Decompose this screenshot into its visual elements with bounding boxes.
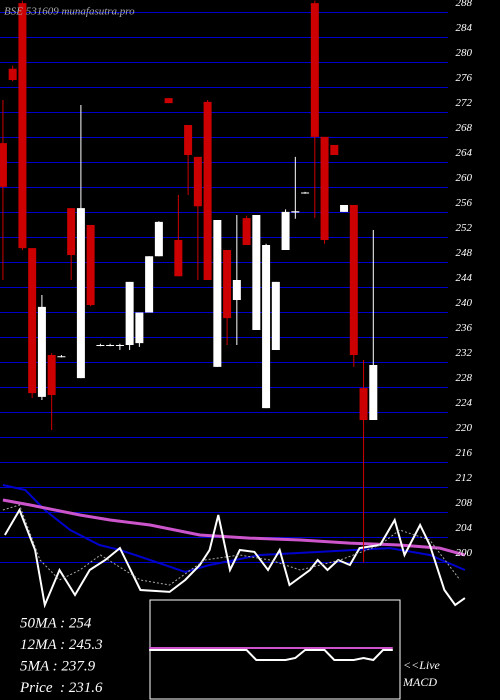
y-tick-label: 208 [456, 497, 473, 509]
candle-body [340, 205, 349, 212]
y-tick-label: 264 [456, 147, 473, 159]
indicator-line [2, 498, 466, 557]
candle-body [37, 306, 46, 397]
candle-body [310, 3, 319, 137]
y-tick-label: 248 [456, 247, 473, 259]
candle-body [0, 143, 7, 187]
candle-body [96, 345, 105, 346]
candle-body [320, 136, 329, 240]
candle-body [291, 211, 300, 213]
y-tick-label: 220 [456, 422, 473, 434]
stat-label: 50MA : 254 [20, 615, 92, 631]
candle-body [242, 218, 251, 245]
candle-body [281, 211, 290, 250]
y-tick-label: 288 [456, 0, 473, 9]
y-tick-label: 216 [456, 447, 473, 459]
y-tick-label: 240 [456, 297, 473, 309]
y-tick-label: 280 [456, 47, 473, 59]
y-tick-label: 252 [456, 222, 473, 234]
y-tick-label: 260 [456, 172, 473, 184]
indicator-line [2, 484, 466, 573]
candle-body [184, 125, 193, 155]
candle-body [86, 225, 95, 305]
candle-body [28, 248, 37, 394]
candle-body [18, 3, 27, 249]
candle-body [164, 98, 173, 104]
chart-title: BSE 531609 munafasutra.pro [4, 6, 135, 18]
candle-body [223, 250, 232, 319]
y-tick-label: 228 [456, 372, 473, 384]
candle-body [359, 388, 368, 420]
y-tick-label: 200 [456, 547, 473, 559]
y-tick-label: 244 [456, 272, 473, 284]
overlay: 200 204 208 212 216 220 224 228 232 236 240 244 248 2… [19, 0, 473, 696]
y-tick-label: 276 [456, 72, 473, 84]
candle-body [349, 205, 358, 355]
y-tick-label: 256 [456, 197, 473, 209]
candle-body [47, 355, 56, 395]
marks [0, 0, 466, 609]
candle-body [193, 156, 202, 207]
macd-label: <<Live [403, 658, 441, 672]
y-tick-label: 224 [456, 397, 473, 409]
stat-label: 5MA : 237.9 [20, 658, 96, 674]
candle-body [203, 101, 212, 280]
candle-body [154, 221, 163, 257]
y-tick-label: 284 [456, 22, 473, 34]
candle-body [125, 281, 134, 345]
candle-body [232, 280, 241, 300]
y-tick-label: 268 [456, 122, 473, 134]
y-tick-label: 232 [456, 347, 473, 359]
candle-body [330, 145, 339, 155]
candle-body [76, 208, 85, 379]
stat-label: 12MA : 245.3 [20, 637, 103, 653]
candle-body [252, 215, 261, 330]
macd-label: MACD [402, 675, 437, 689]
y-tick-label: 236 [456, 322, 473, 334]
candle-body [145, 256, 154, 313]
candle-body [213, 220, 222, 367]
candle-body [106, 345, 115, 346]
candle-body [262, 245, 271, 409]
y-tick-label: 212 [456, 472, 473, 484]
macd-line [149, 649, 393, 662]
candle-body [301, 192, 310, 194]
candle-body [369, 365, 378, 420]
candle-body [115, 345, 124, 346]
candle-body [67, 208, 76, 255]
candle-body [8, 68, 17, 80]
y-tick-label: 272 [456, 97, 473, 109]
candle-body [57, 356, 66, 358]
candle-body [271, 281, 280, 350]
candle-body [135, 312, 144, 344]
y-tick-label: 204 [456, 522, 473, 534]
indicator-line [2, 504, 461, 586]
stat-label: Price : 231.6 [19, 680, 103, 696]
candle-body [174, 240, 183, 277]
